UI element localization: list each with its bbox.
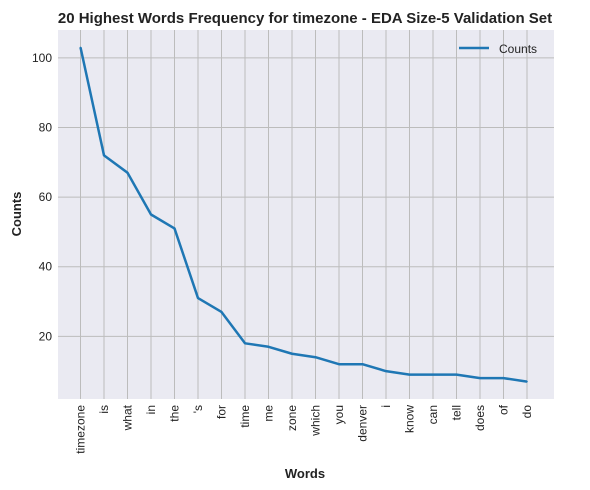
data-point xyxy=(244,342,246,345)
x-axis-label: Words xyxy=(285,466,325,481)
data-point xyxy=(291,352,293,355)
x-tick-label: denver xyxy=(356,405,370,442)
x-tick-label: i xyxy=(379,405,393,408)
x-tick-label: which xyxy=(309,405,323,437)
y-tick-label: 100 xyxy=(32,51,52,65)
x-tick-label: time xyxy=(238,405,252,428)
data-point xyxy=(79,46,82,49)
legend-label-counts: Counts xyxy=(499,42,537,56)
plot-area xyxy=(58,30,554,399)
x-tick-label: does xyxy=(473,405,487,431)
x-tick-label: what xyxy=(121,404,135,431)
data-point xyxy=(479,377,481,379)
x-tick-label: in xyxy=(144,405,158,414)
series-line-counts xyxy=(79,47,528,383)
data-point xyxy=(385,370,387,372)
data-point xyxy=(408,373,411,376)
x-tick-label: for xyxy=(215,405,229,419)
legend: Counts xyxy=(459,42,537,56)
x-tick-label: is xyxy=(97,405,111,414)
x-tick-label: zone xyxy=(285,405,299,431)
data-point xyxy=(150,213,152,216)
data-point xyxy=(103,154,105,157)
data-point xyxy=(338,363,340,365)
y-tick-label: 20 xyxy=(39,329,53,343)
y-axis-label: Counts xyxy=(9,192,24,237)
x-tick-label: of xyxy=(497,404,511,415)
x-tick-label: you xyxy=(332,405,346,424)
x-tick-label: know xyxy=(403,405,417,433)
x-tick-label: do xyxy=(520,405,534,419)
x-tick-label: can xyxy=(426,405,440,424)
data-point xyxy=(126,171,129,174)
y-tick-label: 80 xyxy=(39,120,53,134)
data-point xyxy=(267,345,270,348)
y-axis: 20 40 60 80 100 xyxy=(32,51,52,343)
data-point xyxy=(526,380,528,383)
x-tick-label: the xyxy=(168,405,182,422)
series-group xyxy=(79,46,528,383)
data-point xyxy=(173,227,176,230)
x-tick-label: 's xyxy=(191,405,205,413)
x-tick-label: timezone xyxy=(74,405,88,454)
data-point xyxy=(361,363,364,365)
data-point xyxy=(455,373,458,376)
data-point xyxy=(197,297,199,299)
data-point xyxy=(432,373,434,376)
x-tick-label: me xyxy=(262,405,276,422)
data-point xyxy=(314,356,317,359)
data-point xyxy=(220,311,223,313)
y-tick-label: 60 xyxy=(39,190,53,204)
x-tick-label: tell xyxy=(450,405,464,420)
x-axis: timezone is what in the 's for time me zone which y… xyxy=(74,404,535,453)
chart-title: 20 Highest Words Frequency for timezone … xyxy=(58,10,552,27)
data-point xyxy=(502,377,505,379)
y-tick-label: 40 xyxy=(39,260,53,274)
